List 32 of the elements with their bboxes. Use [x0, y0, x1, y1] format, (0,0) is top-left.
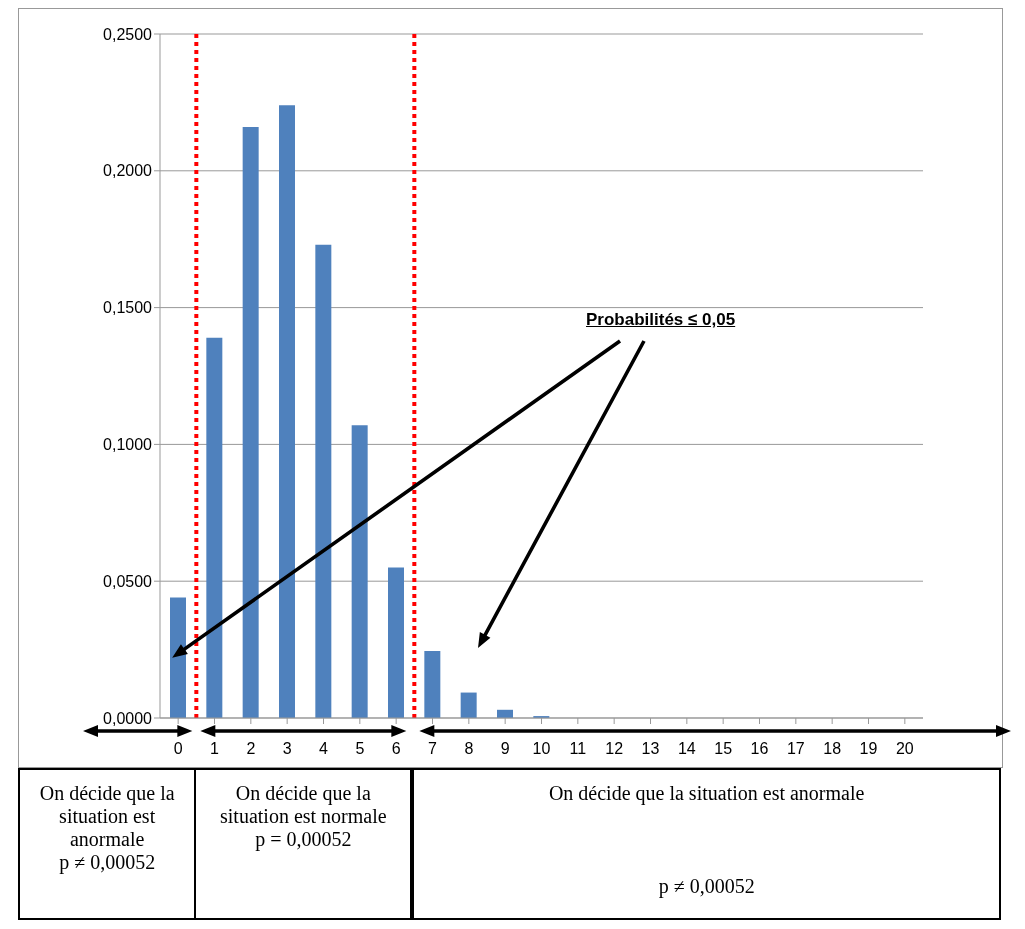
x-tick-label: 5: [355, 740, 365, 758]
x-tick-label: 9: [500, 740, 510, 758]
x-tick-label: 18: [823, 740, 842, 758]
y-tick-label: 0,2000: [103, 162, 153, 180]
x-tick-label: 17: [786, 740, 805, 758]
x-tick-label: 13: [641, 740, 660, 758]
x-tick-label: 3: [282, 740, 292, 758]
x-tick-label: 8: [464, 740, 474, 758]
text: p ≠ 0,00052: [657, 875, 756, 898]
y-tick-label: 0,0500: [103, 572, 153, 590]
y-tick-label: 0,1500: [103, 299, 153, 317]
x-tick-label: 15: [714, 740, 733, 758]
x-tick-label: 10: [532, 740, 551, 758]
x-tick-label: 14: [677, 740, 696, 758]
x-tick-label: 12: [605, 740, 624, 758]
x-tick-label: 16: [750, 740, 769, 758]
y-tick-label: 0,1000: [103, 436, 153, 454]
x-tick-label: 4: [319, 740, 329, 758]
text: On décide que la situation est anormale: [547, 782, 866, 805]
text: p ≠ 0,00052: [58, 851, 157, 874]
x-tick-label: 7: [428, 740, 438, 758]
x-tick-label: 2: [246, 740, 256, 758]
text: p = 0,00052: [254, 828, 353, 851]
x-tick-label: 11: [569, 740, 587, 758]
x-tick-label: 6: [391, 740, 401, 758]
x-tick-label: 1: [210, 740, 220, 758]
x-tick-label: 19: [859, 740, 878, 758]
annotation: Probabilités ≤ 0,05: [586, 310, 736, 330]
x-tick-label: 0: [173, 740, 183, 758]
y-tick-label: 0,0000: [103, 709, 153, 727]
y-tick-label: 0,2500: [103, 25, 153, 43]
x-tick-label: 20: [895, 740, 914, 758]
